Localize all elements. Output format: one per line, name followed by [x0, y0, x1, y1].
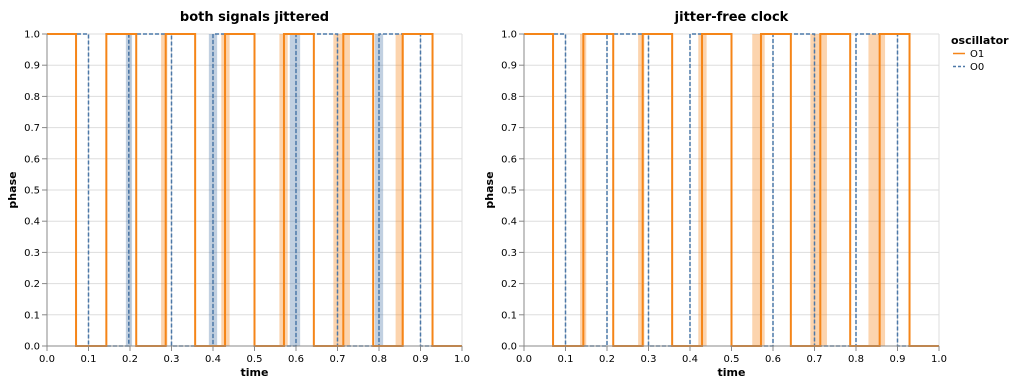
y-tick-label: 0.4: [24, 217, 40, 228]
jitter-band-o1: [752, 34, 765, 346]
y-tick-label: 0.9: [24, 61, 40, 72]
y-tick-label: 0.7: [501, 123, 517, 134]
y-axis-title: phase: [483, 171, 496, 208]
chart-title: both signals jittered: [180, 10, 329, 25]
x-tick-label: 0.8: [371, 354, 387, 365]
y-tick-label: 0.4: [501, 217, 517, 228]
y-tick-label: 0.0: [24, 342, 40, 353]
x-tick-label: 0.4: [682, 354, 698, 365]
x-tick-label: 0.3: [164, 354, 180, 365]
y-tick-label: 0.0: [501, 342, 517, 353]
y-tick-label: 0.8: [24, 92, 40, 103]
chart-panel-1: 0.0 0.1 0.2 0.3 0.4 0.5 0.6 0.7 0.8 0.9 1.0 0.0 0.1 0…: [6, 10, 470, 379]
y-tick-label: 0.2: [501, 279, 517, 290]
legend-label-o0: O0: [970, 62, 984, 73]
jitter-band-o1: [161, 34, 168, 346]
y-tick-label: 0.6: [24, 154, 40, 165]
jitter-band-o1: [810, 34, 827, 346]
jitter-band-o1: [638, 34, 645, 346]
x-axis-title: time: [241, 366, 269, 379]
y-tick-label: 0.5: [501, 186, 517, 197]
y-tick-label: 1.0: [501, 30, 517, 41]
x-axis-title: time: [718, 366, 746, 379]
x-tick-label: 0.0: [516, 354, 532, 365]
y-tick-label: 0.3: [501, 248, 517, 259]
x-tick-label: 0.3: [641, 354, 657, 365]
x-tick-label: 1.0: [931, 354, 947, 365]
legend-title: oscillator: [951, 34, 1009, 47]
x-tick-label: 0.0: [39, 354, 55, 365]
x-tick-label: 0.2: [122, 354, 138, 365]
jitter-band-o1: [868, 34, 886, 346]
y-tick-label: 0.1: [24, 310, 40, 321]
x-tick-label: 0.5: [247, 354, 263, 365]
x-tick-label: 0.9: [890, 354, 906, 365]
chart-title: jitter-free clock: [674, 10, 789, 25]
y-tick-label: 0.9: [501, 61, 517, 72]
legend-label-o1: O1: [970, 49, 984, 60]
y-tick-label: 0.6: [501, 154, 517, 165]
x-tick-label: 0.9: [413, 354, 429, 365]
x-tick-label: 0.1: [558, 354, 574, 365]
jitter-band-o1: [395, 34, 404, 346]
x-tick-label: 0.5: [724, 354, 740, 365]
jitter-band-o0: [289, 34, 301, 346]
jitter-band-o1: [333, 34, 350, 346]
chart-panel-2: 0.0 0.1 0.2 0.3 0.4 0.5 0.6 0.7 0.8 0.9 1.0 0.0 0.1 0…: [483, 10, 947, 379]
y-axis-title: phase: [6, 171, 19, 208]
y-tick-label: 0.1: [501, 310, 517, 321]
y-tick-label: 0.7: [24, 123, 40, 134]
x-tick-label: 1.0: [454, 354, 470, 365]
y-tick-label: 0.5: [24, 186, 40, 197]
y-tick-label: 0.8: [501, 92, 517, 103]
x-tick-label: 0.8: [848, 354, 864, 365]
y-tick-label: 0.2: [24, 279, 40, 290]
x-tick-label: 0.6: [288, 354, 304, 365]
x-tick-label: 0.2: [599, 354, 615, 365]
x-tick-label: 0.6: [765, 354, 781, 365]
x-tick-label: 0.7: [807, 354, 823, 365]
y-tick-label: 1.0: [24, 30, 40, 41]
x-tick-label: 0.4: [205, 354, 221, 365]
x-tick-label: 0.1: [81, 354, 97, 365]
legend: oscillator O1 O0: [951, 34, 1009, 73]
x-tick-label: 0.7: [330, 354, 346, 365]
y-tick-label: 0.3: [24, 248, 40, 259]
